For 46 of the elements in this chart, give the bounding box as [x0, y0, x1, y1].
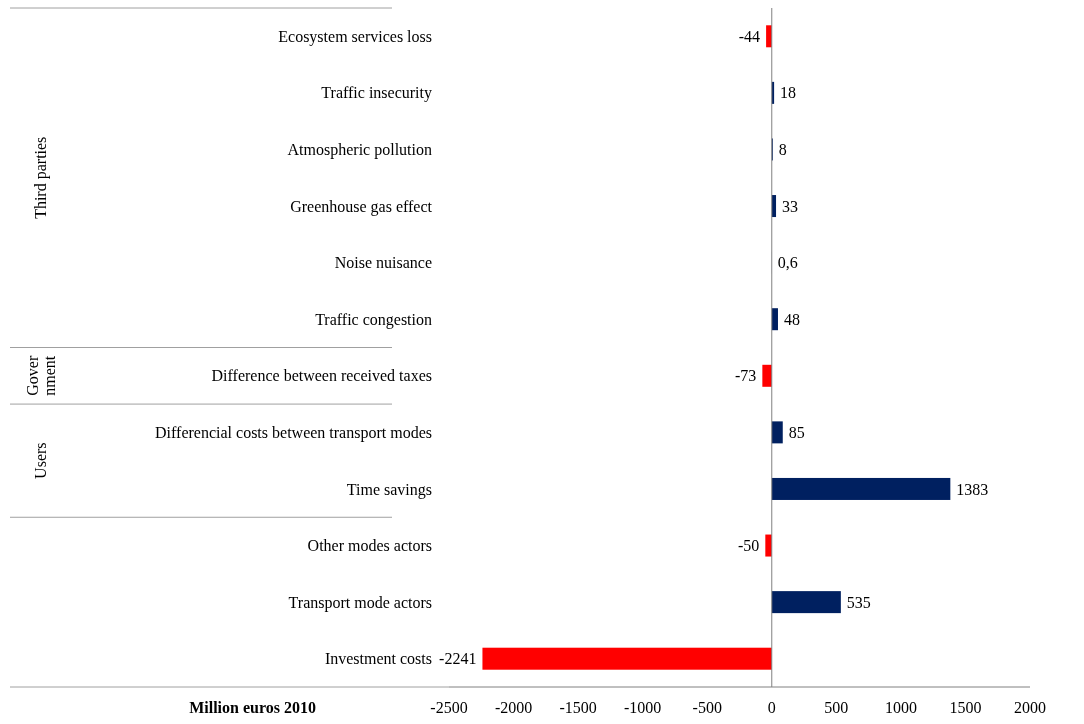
- y-tick-label: Other modes actors: [307, 537, 432, 555]
- bar: [482, 647, 772, 670]
- x-tick-label: -1000: [624, 699, 662, 716]
- data-label: 8: [778, 141, 787, 159]
- data-label: 0,6: [777, 254, 798, 272]
- y-tick-label: Difference between received taxes: [211, 367, 432, 385]
- y-tick-label: Traffic congestion: [315, 310, 432, 329]
- data-label: 1383: [956, 480, 989, 498]
- data-label: -44: [738, 27, 761, 45]
- y-tick-label: Investment costs: [324, 650, 432, 668]
- text: Users: [32, 442, 49, 479]
- x-tick-label: 1500: [949, 699, 982, 716]
- x-tick-label: -1500: [559, 699, 597, 716]
- bar: [771, 308, 778, 331]
- y-tick-label: Greenhouse gas effect: [290, 197, 433, 216]
- data-label: 85: [788, 423, 805, 441]
- y-tick-label: Ecosystem services loss: [278, 27, 432, 46]
- data-label: 535: [846, 593, 871, 611]
- x-tick-label: 0: [767, 699, 776, 716]
- y-tick-label: Transport mode actors: [288, 593, 432, 612]
- x-tick-label: 1000: [884, 699, 917, 716]
- y-tick-label: Noise nuisance: [334, 254, 432, 272]
- x-tick-label: -2500: [430, 699, 468, 716]
- bar: [771, 195, 777, 218]
- data-label: 48: [783, 310, 800, 328]
- x-tick-label: 2000: [1014, 699, 1046, 716]
- x-axis-title: Million euros 2010: [189, 699, 316, 716]
- y-tick-label: Differencial costs between transport modes: [155, 423, 432, 442]
- data-label: -2241: [439, 650, 477, 668]
- bar: [771, 421, 783, 444]
- bar: [771, 477, 951, 500]
- y-tick-label: Time savings: [346, 480, 432, 499]
- x-tick-label: 500: [824, 699, 849, 716]
- bar: [762, 364, 772, 387]
- y-tick-label: Traffic insecurity: [321, 84, 432, 103]
- y-tick-label: Atmospheric pollution: [287, 141, 432, 160]
- data-label: -73: [735, 367, 757, 385]
- x-tick-label: -2000: [494, 699, 533, 716]
- text: Gover nment: [24, 355, 58, 396]
- data-label: -50: [737, 537, 760, 555]
- data-label: 33: [782, 197, 799, 215]
- bar: [771, 591, 841, 614]
- x-tick-label: -500: [692, 699, 722, 716]
- bar: [765, 534, 772, 557]
- data-label: 18: [780, 84, 797, 102]
- text: Third parties: [32, 136, 50, 219]
